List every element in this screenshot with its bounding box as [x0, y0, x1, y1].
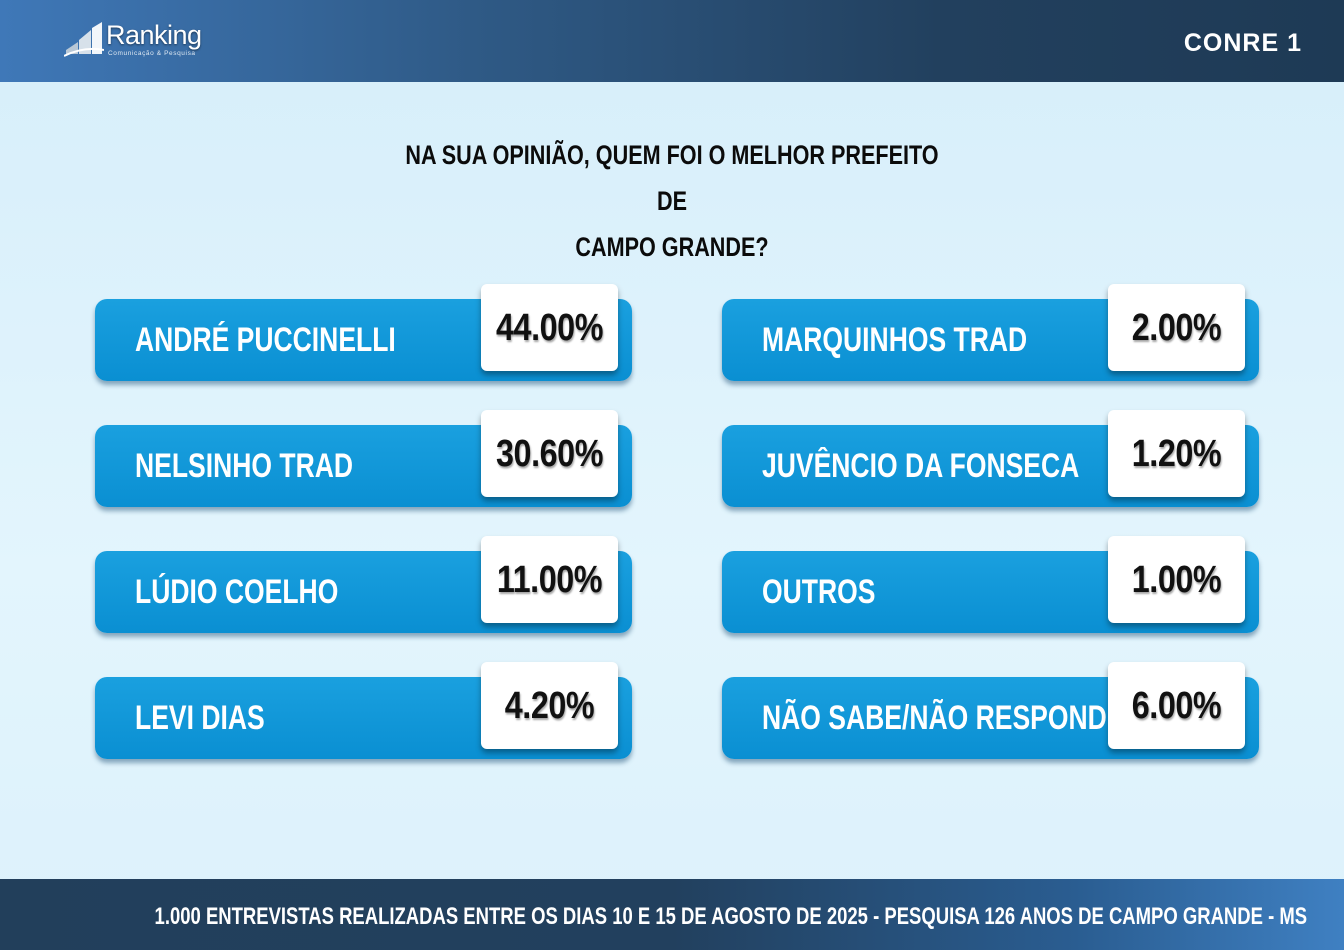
result-value: 1.20% [1131, 433, 1222, 475]
conre-logo-name: CONRE 1 [1183, 29, 1302, 57]
ranking-logo-name: Ranking [106, 20, 202, 50]
conre-logo: CONRE 1 [1184, 30, 1302, 56]
footer-banner: 1.000 ENTREVISTAS REALIZADAS ENTRE OS DI… [0, 879, 1344, 950]
result-bar: NÃO SABE/NÃO RESPONDEU 6.00% [722, 662, 1259, 759]
chart-title-line-1: NA SUA OPINIÃO, QUEM FOI O MELHOR PREFEI… [405, 140, 939, 216]
ranking-logo-tagline: Comunicação & Pesquisa [108, 50, 196, 57]
result-value-box: 1.20% [1108, 410, 1245, 497]
result-label: ANDRÉ PUCCINELLI [135, 321, 396, 359]
result-label: NÃO SABE/NÃO RESPONDEU [762, 699, 1144, 737]
result-value: 44.00% [495, 307, 603, 349]
result-value-box: 30.60% [481, 410, 618, 497]
result-bar: LEVI DIAS 4.20% [95, 662, 632, 759]
result-value: 1.00% [1131, 559, 1222, 601]
result-value: 11.00% [496, 559, 603, 601]
result-bar: LÚDIO COELHO 11.00% [95, 536, 632, 633]
ranking-logo-icon [64, 22, 104, 57]
result-value: 30.60% [495, 433, 603, 475]
result-label: NELSINHO TRAD [135, 447, 354, 485]
result-value-box: 6.00% [1108, 662, 1245, 749]
footer-text: 1.000 ENTREVISTAS REALIZADAS ENTRE OS DI… [154, 903, 1308, 930]
result-bar: ANDRÉ PUCCINELLI 44.00% [95, 284, 632, 381]
chart-title: NA SUA OPINIÃO, QUEM FOI O MELHOR PREFEI… [392, 132, 952, 270]
result-label: MARQUINHOS TRAD [762, 321, 1028, 359]
result-value-box: 44.00% [481, 284, 618, 371]
result-value: 2.00% [1131, 307, 1222, 349]
result-label: OUTROS [762, 573, 876, 611]
result-label: LÚDIO COELHO [135, 573, 339, 611]
result-value-box: 4.20% [481, 662, 618, 749]
ranking-logo: Ranking Comunicação & Pesquisa [64, 20, 202, 62]
result-value-box: 11.00% [481, 536, 618, 623]
result-bar: MARQUINHOS TRAD 2.00% [722, 284, 1259, 381]
header-banner: Ranking Comunicação & Pesquisa CONRE 1 [0, 0, 1344, 82]
result-bar: JUVÊNCIO DA FONSECA 1.20% [722, 410, 1259, 507]
chart-title-line-2: CAMPO GRANDE? [575, 232, 769, 262]
result-bar: NELSINHO TRAD 30.60% [95, 410, 632, 507]
result-value: 6.00% [1131, 685, 1222, 727]
result-label: LEVI DIAS [135, 699, 265, 737]
result-bar: OUTROS 1.00% [722, 536, 1259, 633]
result-value-box: 2.00% [1108, 284, 1245, 371]
result-label: JUVÊNCIO DA FONSECA [762, 447, 1080, 485]
result-value: 4.20% [504, 685, 595, 727]
result-value-box: 1.00% [1108, 536, 1245, 623]
